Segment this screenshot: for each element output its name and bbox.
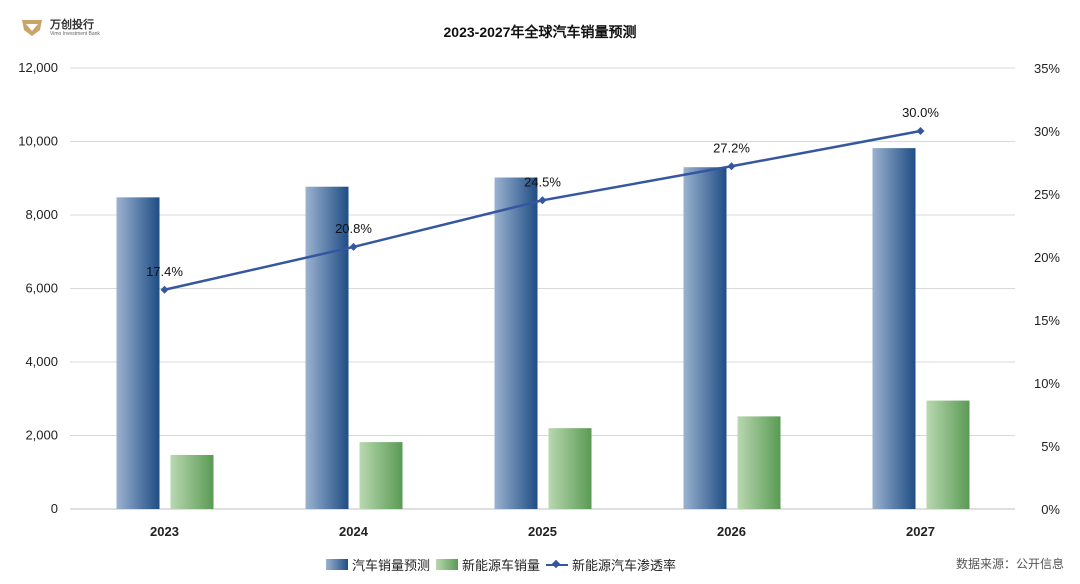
y-right-tick-label: 0% (1041, 502, 1060, 517)
source-note: 数据来源：公开信息 (955, 557, 1064, 571)
x-category-label: 2027 (906, 524, 935, 539)
penetration-data-label: 27.2% (713, 140, 750, 155)
y-left-tick-label: 0 (51, 501, 58, 516)
bar-total-sales (305, 186, 349, 509)
legend-label-total: 汽车销量预测 (352, 557, 431, 573)
legend-label-penetration: 新能源汽车渗透率 (572, 557, 677, 573)
penetration-point (916, 127, 925, 135)
y-right-tick-label: 30% (1034, 124, 1060, 139)
y-right-tick-label: 15% (1034, 313, 1060, 328)
y-right-tick-label: 10% (1034, 376, 1060, 391)
y-left-tick-label: 4,000 (25, 354, 58, 369)
x-category-label: 2023 (150, 524, 179, 539)
penetration-data-label: 30.0% (902, 105, 939, 120)
bar-total-sales (494, 177, 538, 509)
y-left-tick-label: 8,000 (25, 207, 58, 222)
x-category-label: 2025 (528, 524, 557, 539)
bar-total-sales (683, 167, 727, 509)
legend-line-marker-icon (546, 559, 569, 570)
y-left-tick-label: 12,000 (18, 60, 58, 75)
x-category-label: 2024 (339, 524, 369, 539)
legend-swatch-total (326, 558, 348, 570)
penetration-data-label: 20.8% (335, 221, 372, 236)
logo-subtitle: Vimo Investment Bank (50, 31, 100, 37)
bar-total-sales (872, 148, 916, 510)
penetration-point (349, 242, 358, 251)
axes: 0 2,000 4,000 6,000 8,000 10,000 12,000 0% 5% 10%… (18, 60, 1060, 539)
bar-nev-sales (170, 454, 214, 509)
bar-nev-sales (548, 428, 592, 509)
legend-item-total: 汽车销量预测 (326, 555, 430, 574)
penetration-point (160, 285, 169, 294)
y-left-tick-label: 10,000 (18, 134, 58, 149)
legend-item-nev: 新能源车销量 (436, 555, 540, 574)
gridlines (70, 67, 1015, 510)
legend: 汽车销量预测 新能源车销量 新能源汽车渗透率 (326, 555, 682, 573)
bar-total-sales (116, 197, 160, 510)
logo: 万创投行 Vimo Investment Bank (20, 14, 140, 42)
legend-label-nev: 新能源车销量 (462, 557, 541, 573)
legend-item-penetration: 新能源汽车渗透率 (546, 555, 676, 574)
y-left-tick-label: 6,000 (25, 281, 58, 296)
y-right-tick-label: 25% (1034, 187, 1060, 202)
y-right-tick-label: 20% (1034, 250, 1060, 265)
logo-mark-icon (22, 20, 42, 36)
chart-title: 2023-2027年全球汽车销量预测 (443, 24, 637, 40)
penetration-data-label: 24.5% (524, 174, 561, 189)
bar-nev-sales (737, 416, 781, 509)
penetration-line: 17.4% 20.8% 24.5% 27.2% 30.0% (146, 105, 939, 294)
penetration-point (727, 162, 736, 171)
bar-nev-sales (359, 442, 403, 509)
legend-swatch-nev (436, 558, 459, 570)
penetration-point (538, 196, 547, 205)
penetration-line-path (164, 129, 921, 291)
x-category-label: 2026 (717, 524, 746, 539)
y-right-tick-label: 5% (1041, 439, 1060, 454)
bars (116, 148, 970, 510)
y-right-tick-label: 35% (1034, 61, 1060, 76)
logo-name: 万创投行 (50, 19, 94, 31)
penetration-data-label: 17.4% (146, 264, 183, 279)
bar-nev-sales (926, 400, 970, 509)
y-left-tick-label: 2,000 (25, 428, 58, 443)
